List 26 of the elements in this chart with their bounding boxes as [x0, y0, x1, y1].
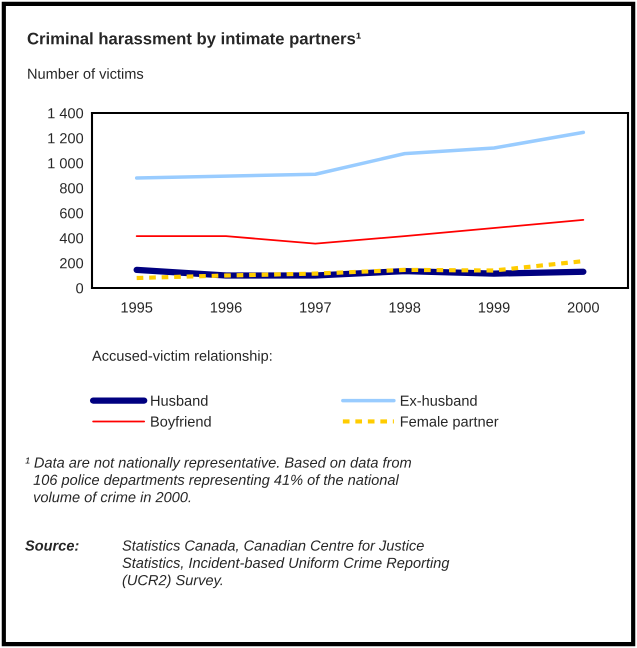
y-tick-label: 1 400 — [48, 108, 84, 118]
legend-title: Accused-victim relationship: — [92, 350, 272, 364]
x-tick-label: 1996 — [210, 302, 242, 313]
legend-label: Female partner — [400, 416, 498, 430]
x-tick-label: 1995 — [122, 302, 152, 313]
y-tick-label: 200 — [60, 258, 84, 268]
line-series — [134, 130, 586, 180]
x-tick-label: 1998 — [390, 302, 420, 313]
y-tick-label: 800 — [60, 183, 84, 194]
chart-title: Criminal harassment by intimate partners¹ — [28, 32, 361, 48]
y-tick-label: 600 — [60, 208, 84, 218]
y-axis-title: Number of victims — [28, 68, 144, 79]
source-note: Source: — [25, 540, 79, 551]
legend-label: Ex-husband — [400, 395, 477, 406]
x-tick-label: 1997 — [300, 302, 331, 313]
line-series — [136, 218, 584, 245]
y-tick-label: 1 000 — [48, 158, 84, 168]
text: Statistics Canada, Canadian Centre for Justice Statistics, Incident-based Uniform Crime Reporting (UCR2) Survey. — [122, 540, 450, 588]
legend-label: Husband — [151, 395, 208, 406]
y-tick-label: 1 200 — [48, 133, 84, 144]
legend-label: Boyfriend — [151, 416, 211, 430]
x-tick-label: 1999 — [478, 302, 510, 313]
y-tick-label: 400 — [60, 233, 84, 244]
x-tick-label: 2000 — [568, 302, 599, 313]
text: ¹ Data are not nationally representative. Based on data from 106 police departments representing 41% of the national volume of crime in 2000. — [25, 457, 411, 502]
y-tick-label: 0 — [76, 283, 84, 294]
